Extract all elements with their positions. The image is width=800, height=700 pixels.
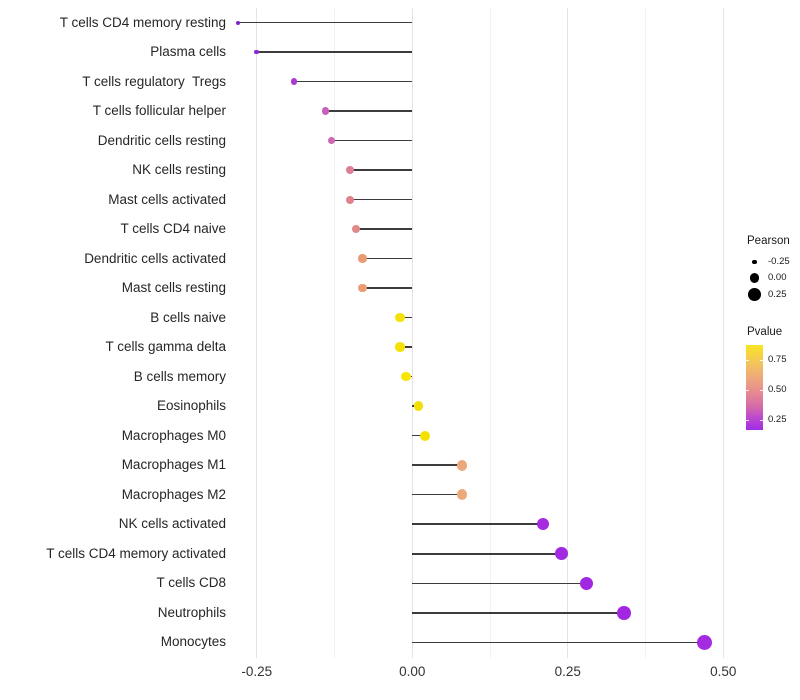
category-label: NK cells resting [132, 162, 226, 178]
data-point [395, 312, 405, 323]
lollipop-stem [412, 553, 562, 555]
category-label: Eosinophils [156, 398, 226, 414]
data-point [401, 371, 411, 382]
category-label: B cells naive [150, 309, 226, 325]
legend-pearson-title: Pearson [747, 235, 790, 247]
data-point [358, 254, 367, 263]
category-label: T cells CD8 [156, 575, 226, 591]
legend-size-label: 0.00 [768, 272, 787, 284]
lollipop-stem [238, 21, 413, 24]
category-label: Dendritic cells activated [84, 250, 226, 266]
gridline-minor [645, 8, 647, 658]
data-point [419, 430, 430, 441]
legend-size-label: 0.25 [768, 288, 787, 300]
data-point [236, 20, 241, 25]
data-point [579, 576, 593, 590]
x-tick-label: 0.25 [554, 664, 581, 679]
lollipop-stem [412, 582, 587, 585]
data-point [536, 518, 550, 531]
colorbar-tick-icon [746, 390, 749, 391]
data-point [290, 78, 298, 85]
lollipop-stem [294, 80, 413, 83]
category-label: Neutrophils [157, 604, 226, 620]
legend-pvalue-label: 0.75 [768, 354, 787, 365]
lollipop-stem [412, 464, 463, 466]
lollipop-stem [325, 110, 413, 112]
lollipop-stem [412, 612, 624, 614]
data-point [346, 166, 355, 175]
category-label: Mast cells activated [108, 191, 226, 207]
colorbar-tick-icon [746, 420, 749, 421]
data-point [254, 49, 260, 55]
legend-size-dot-icon [748, 288, 761, 301]
legend-size-dot-icon [752, 259, 757, 265]
gridline-major [722, 8, 724, 658]
pvalue-colorbar-icon [746, 345, 763, 430]
x-tick-label: 0.50 [710, 664, 737, 679]
data-point [346, 195, 355, 204]
lollipop-stem [412, 641, 705, 644]
lollipop-stem [412, 523, 543, 525]
legend-pvalue-title: Pvalue [747, 326, 783, 338]
lollipop-stem [362, 257, 413, 260]
data-point [413, 401, 424, 412]
legend-size-dot-icon [749, 273, 760, 284]
category-label: T cells follicular helper [92, 103, 226, 119]
category-label: Macrophages M1 [121, 457, 226, 473]
category-label: T cells CD4 memory resting [59, 14, 226, 30]
gridline-major [411, 8, 413, 658]
gridline-minor [334, 8, 336, 658]
lollipop-stem [356, 228, 413, 230]
category-label: Dendritic cells resting [97, 132, 226, 148]
legend-pvalue-label: 0.25 [768, 414, 787, 425]
gridline-major [256, 8, 258, 658]
category-label: T cells regulatory Tregs [82, 73, 226, 89]
legend-pvalue-label: 0.50 [768, 384, 787, 395]
legend-size-label: -0.25 [768, 256, 790, 267]
data-point [395, 342, 405, 352]
category-label: Mast cells resting [121, 280, 226, 296]
data-point [327, 136, 336, 145]
colorbar-tick-icon [760, 360, 763, 361]
lollipop-stem [362, 287, 413, 289]
category-label: T cells gamma delta [105, 339, 226, 355]
data-point [352, 224, 361, 234]
x-tick-label: -0.25 [241, 664, 273, 679]
category-label: Monocytes [160, 634, 226, 650]
x-tick-label: 0.00 [399, 664, 426, 679]
lollipop-stem [412, 493, 463, 496]
category-label: Macrophages M2 [121, 486, 226, 502]
data-point [616, 605, 631, 620]
data-point [555, 547, 568, 561]
category-label: B cells memory [133, 368, 226, 384]
category-label: Macrophages M0 [121, 427, 226, 443]
lollipop-stem [256, 51, 413, 53]
lollipop-stem [331, 139, 413, 142]
category-label: T cells CD4 naive [120, 221, 226, 237]
data-point [456, 489, 468, 501]
data-point [358, 283, 367, 293]
category-label: T cells CD4 memory activated [46, 545, 226, 561]
lollipop-stem [412, 434, 425, 437]
category-label: NK cells activated [118, 516, 226, 532]
data-point [321, 107, 329, 115]
gridline-major [567, 8, 569, 658]
colorbar-tick-icon [760, 420, 763, 421]
category-label: Plasma cells [150, 44, 226, 59]
lollipop-stem [350, 169, 413, 171]
gridline-minor [489, 8, 491, 658]
lollipop-stem [350, 198, 413, 201]
colorbar-tick-icon [760, 390, 763, 391]
data-point [456, 459, 468, 471]
data-point [697, 634, 713, 650]
colorbar-tick-icon [746, 360, 749, 361]
lollipop-stem [399, 316, 413, 319]
lollipop-stem [399, 346, 413, 348]
